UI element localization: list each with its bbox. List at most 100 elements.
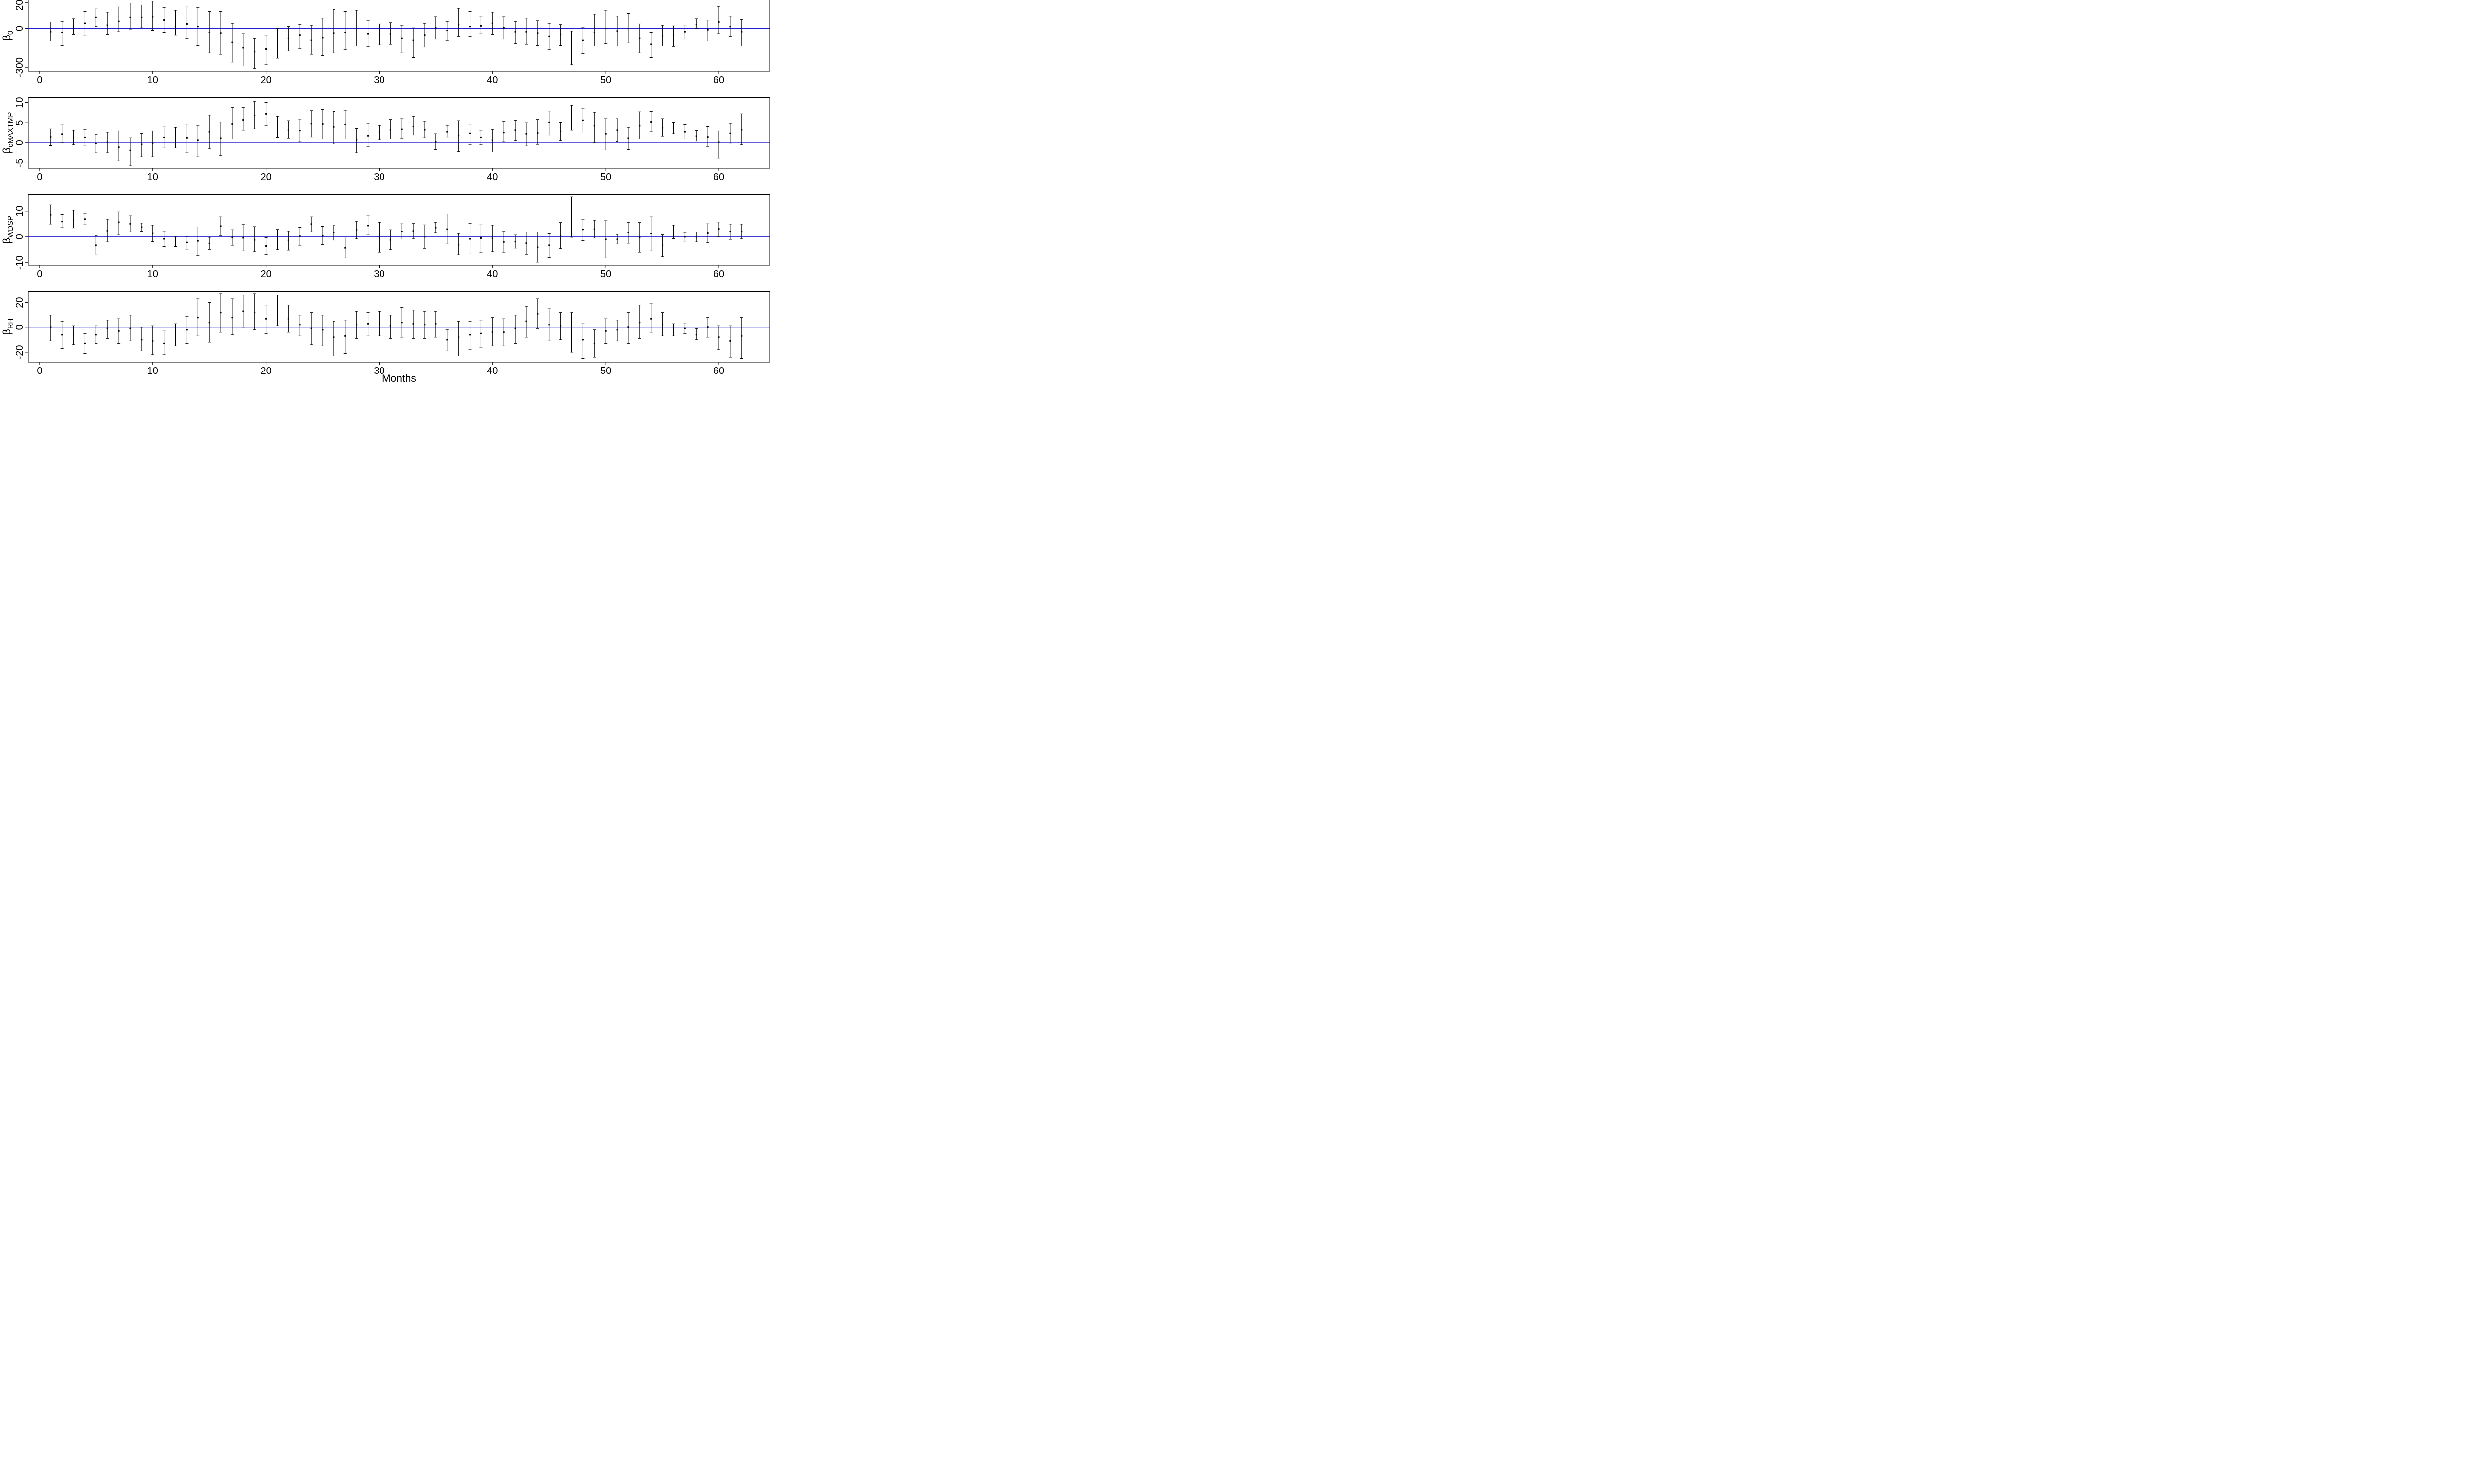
error-bar bbox=[389, 22, 392, 45]
error-bar bbox=[219, 216, 223, 236]
estimate-point bbox=[197, 317, 199, 319]
estimate-point bbox=[163, 238, 165, 240]
error-bar bbox=[604, 118, 608, 150]
error-bar bbox=[559, 24, 562, 46]
x-tick-label: 60 bbox=[714, 75, 724, 86]
error-bar bbox=[287, 231, 290, 251]
estimate-point bbox=[367, 135, 369, 137]
estimate-point bbox=[265, 48, 267, 50]
estimate-point bbox=[186, 23, 188, 25]
estimate-point bbox=[186, 137, 188, 139]
error-bar bbox=[355, 10, 358, 46]
estimate-point bbox=[265, 318, 267, 320]
error-bar bbox=[332, 225, 335, 241]
estimate-point bbox=[424, 129, 426, 131]
estimate-point bbox=[208, 31, 210, 33]
estimate-point bbox=[525, 133, 527, 135]
error-bar bbox=[445, 214, 449, 244]
estimate-point bbox=[389, 239, 391, 241]
estimate-point bbox=[129, 327, 131, 329]
error-bar bbox=[196, 125, 200, 157]
estimate-point bbox=[616, 30, 618, 32]
error-bar bbox=[468, 124, 472, 145]
estimate-point bbox=[254, 312, 256, 314]
error-bar bbox=[276, 28, 279, 59]
error-bar bbox=[264, 35, 268, 65]
estimate-point bbox=[707, 136, 709, 138]
estimate-point bbox=[684, 236, 686, 238]
panel-2: 0 10 20 30 40 50 60 -5 0 5 10 βcMAXTMP bbox=[1, 97, 770, 183]
estimate-point bbox=[61, 334, 63, 336]
x-tick-label: 0 bbox=[37, 75, 42, 86]
y-tick-label: 20 bbox=[14, 297, 25, 308]
x-tick-label: 0 bbox=[37, 172, 42, 183]
estimate-point bbox=[560, 235, 562, 237]
error-bar bbox=[400, 118, 404, 139]
estimate-point bbox=[684, 31, 686, 33]
estimate-point bbox=[84, 136, 86, 138]
error-bar bbox=[378, 311, 381, 336]
estimate-point bbox=[333, 32, 335, 34]
error-bar bbox=[241, 295, 245, 328]
error-bar bbox=[479, 224, 483, 253]
estimate-point bbox=[242, 47, 244, 49]
error-bar bbox=[547, 23, 551, 50]
error-bar bbox=[706, 126, 710, 147]
estimate-point bbox=[106, 141, 108, 143]
y-tick-label: 0 bbox=[14, 26, 25, 31]
estimate-point bbox=[231, 236, 233, 238]
estimate-point bbox=[152, 340, 154, 342]
error-bar bbox=[276, 295, 279, 326]
estimate-point bbox=[480, 237, 482, 239]
error-bar bbox=[683, 232, 687, 242]
estimate-point bbox=[378, 131, 380, 133]
x-tick-label: 0 bbox=[37, 269, 42, 279]
estimate-point bbox=[50, 214, 52, 216]
error-bar bbox=[479, 320, 483, 348]
error-bar bbox=[174, 236, 177, 247]
estimate-point bbox=[141, 143, 143, 145]
error-bar bbox=[298, 227, 302, 246]
error-bar bbox=[616, 320, 619, 341]
estimate-point bbox=[287, 239, 289, 241]
estimate-point bbox=[220, 225, 222, 227]
estimate-point bbox=[571, 218, 573, 220]
estimate-point bbox=[571, 45, 573, 47]
error-bar bbox=[117, 130, 121, 161]
x-tick-label: 40 bbox=[487, 366, 498, 376]
estimate-point bbox=[129, 149, 131, 151]
error-bar bbox=[683, 124, 687, 139]
estimate-point bbox=[344, 247, 346, 249]
error-bar bbox=[740, 224, 743, 239]
estimate-point bbox=[684, 327, 686, 329]
estimate-point bbox=[254, 115, 256, 117]
error-bar bbox=[524, 232, 528, 255]
error-bar bbox=[264, 237, 268, 255]
estimate-point bbox=[480, 136, 482, 138]
estimate-point bbox=[491, 331, 493, 333]
error-bar bbox=[479, 130, 483, 145]
estimate-point bbox=[287, 318, 289, 320]
estimate-point bbox=[73, 137, 75, 139]
estimate-point bbox=[84, 342, 86, 344]
error-bar bbox=[547, 308, 551, 341]
estimate-point bbox=[582, 39, 584, 41]
error-bar bbox=[174, 10, 177, 36]
error-bar bbox=[672, 225, 675, 239]
estimate-point bbox=[469, 334, 471, 336]
error-bar bbox=[616, 234, 619, 244]
error-bar bbox=[638, 305, 641, 339]
error-bar bbox=[695, 328, 698, 340]
x-tick-label: 10 bbox=[147, 172, 158, 183]
error-bar bbox=[140, 133, 143, 157]
estimate-point bbox=[718, 21, 720, 23]
error-bar bbox=[638, 111, 641, 139]
plot-frame bbox=[28, 97, 770, 169]
estimate-point bbox=[197, 26, 199, 28]
error-bar bbox=[423, 23, 426, 48]
error-bar bbox=[626, 222, 630, 244]
error-bar bbox=[581, 219, 585, 241]
